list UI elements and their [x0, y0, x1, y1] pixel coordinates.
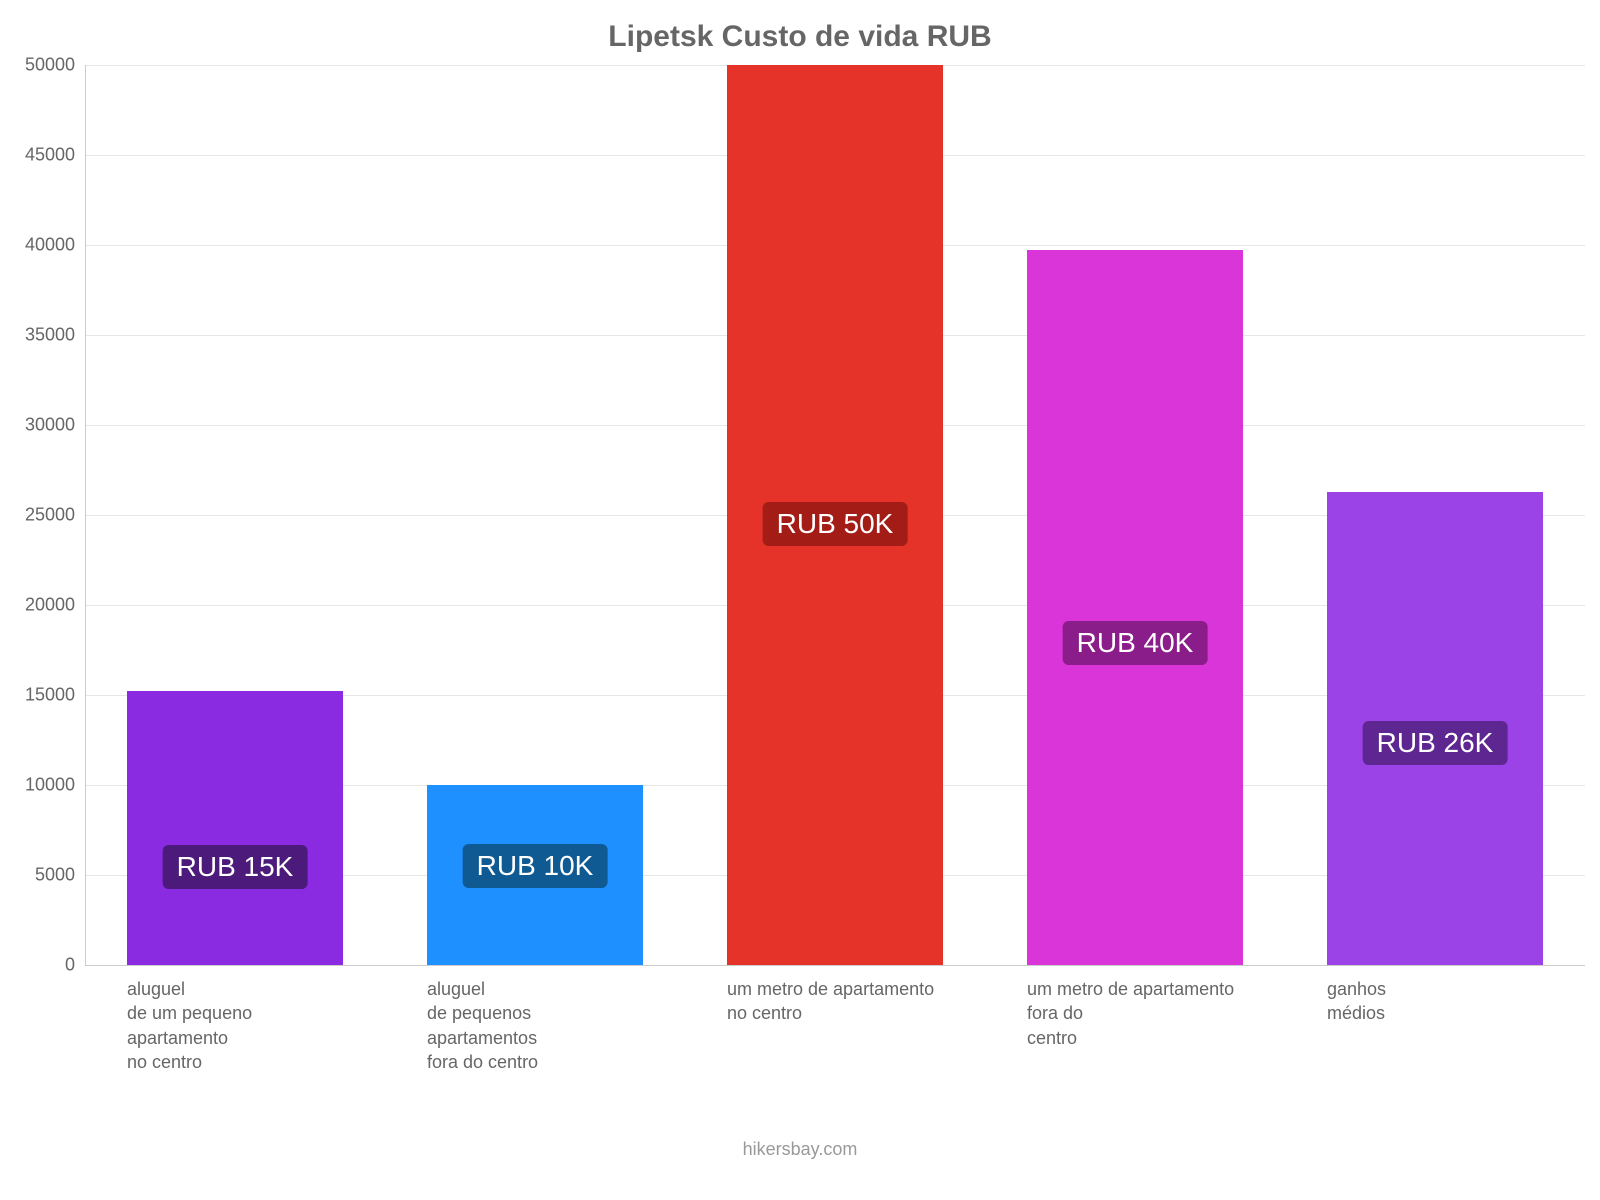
y-tick-label: 50000 [25, 55, 85, 76]
bar-value-label: RUB 15K [163, 845, 308, 889]
x-tick-label: um metro de apartamento no centro [727, 965, 943, 1026]
chart-container: Lipetsk Custo de vida RUB 05000100001500… [0, 0, 1600, 1200]
y-tick-label: 15000 [25, 685, 85, 706]
y-tick-label: 40000 [25, 235, 85, 256]
y-tick-label: 20000 [25, 595, 85, 616]
attribution-text: hikersbay.com [0, 1139, 1600, 1160]
bar [127, 691, 343, 965]
x-tick-label: um metro de apartamento fora do centro [1027, 965, 1243, 1050]
bar-value-label: RUB 10K [463, 844, 608, 888]
chart-title: Lipetsk Custo de vida RUB [0, 20, 1600, 54]
y-tick-label: 10000 [25, 775, 85, 796]
y-tick-label: 35000 [25, 325, 85, 346]
y-tick-label: 45000 [25, 145, 85, 166]
x-tick-label: aluguel de um pequeno apartamento no cen… [127, 965, 343, 1074]
y-tick-label: 5000 [35, 865, 85, 886]
x-tick-label: aluguel de pequenos apartamentos fora do… [427, 965, 643, 1074]
y-axis-line [85, 65, 86, 965]
y-tick-label: 0 [65, 955, 85, 976]
bar-value-label: RUB 50K [763, 502, 908, 546]
y-tick-label: 30000 [25, 415, 85, 436]
bar-value-label: RUB 40K [1063, 621, 1208, 665]
x-tick-label: ganhos médios [1327, 965, 1543, 1026]
bar-value-label: RUB 26K [1363, 721, 1508, 765]
bar [1027, 250, 1243, 965]
plot-area: 0500010000150002000025000300003500040000… [85, 65, 1585, 965]
y-tick-label: 25000 [25, 505, 85, 526]
